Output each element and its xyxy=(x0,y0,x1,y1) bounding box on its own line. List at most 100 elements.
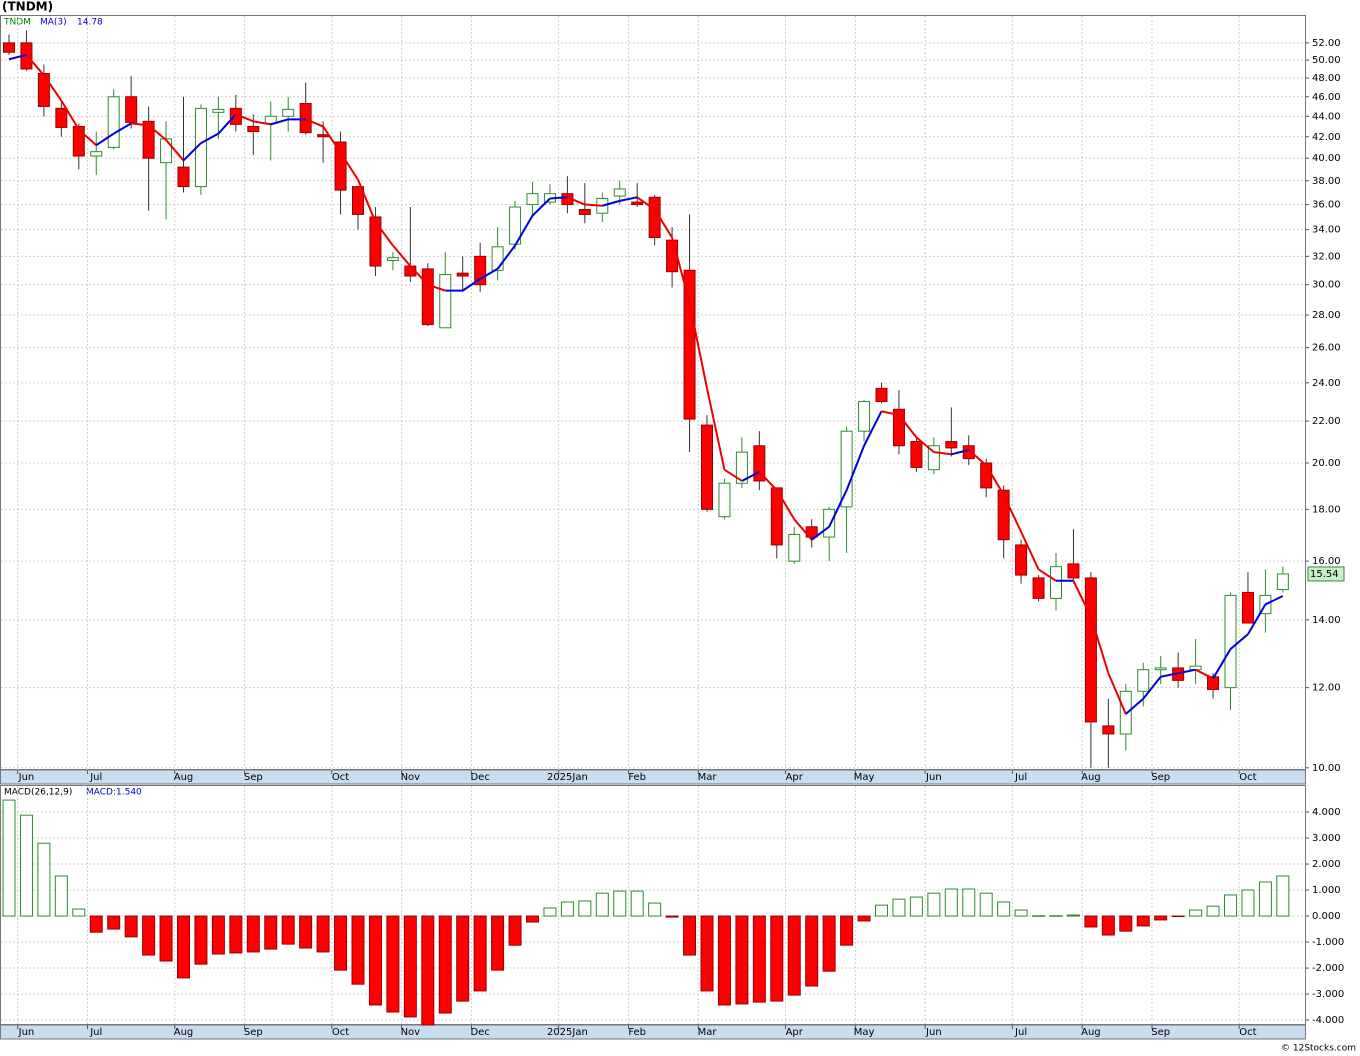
x-tick-label: Dec xyxy=(470,1027,489,1038)
macd-bar xyxy=(438,915,452,1014)
candle-body xyxy=(439,274,452,329)
ma-line xyxy=(78,128,97,146)
y-tick-label: 30.00 xyxy=(1312,280,1341,291)
candle-body xyxy=(1067,563,1080,579)
macd-value-label: MACD:1.540 xyxy=(86,788,142,798)
candle-body xyxy=(578,208,591,215)
macd-bar xyxy=(491,915,505,971)
candle-body xyxy=(1276,573,1289,591)
ma-line xyxy=(1125,698,1144,715)
macd-bar xyxy=(421,915,435,1026)
macd-bar xyxy=(107,915,121,930)
candle-body xyxy=(683,269,696,420)
x-tick-label: Feb xyxy=(628,772,646,783)
ma-line xyxy=(43,74,63,102)
chart-title: (TNDM) xyxy=(2,0,53,14)
ma-line xyxy=(253,120,271,126)
candle-body xyxy=(142,120,155,159)
macd-bar xyxy=(508,915,522,946)
macd-bar xyxy=(368,915,382,1006)
candle-body xyxy=(1102,725,1115,735)
ma-line xyxy=(217,113,237,135)
macd-bar xyxy=(1101,915,1115,936)
macd-bar xyxy=(37,842,51,917)
x-tick-label: Feb xyxy=(628,1027,646,1038)
candle-body xyxy=(945,441,958,449)
x-tick-label: Sep xyxy=(1151,1027,1170,1038)
macd-bar xyxy=(613,890,627,917)
macd-bar xyxy=(1066,914,1080,917)
candle-body xyxy=(858,401,871,432)
ma-line xyxy=(793,518,813,541)
ma-line xyxy=(235,113,254,123)
ma-line xyxy=(1038,568,1057,582)
x-tick-label: Jun xyxy=(18,772,35,783)
ma-line xyxy=(305,118,324,128)
macd-bar xyxy=(526,915,539,923)
y-tick-label: 44.00 xyxy=(1312,111,1341,122)
y-tick-label: 38.00 xyxy=(1312,176,1341,187)
x-tick-label: Aug xyxy=(1081,1027,1101,1038)
macd-bar xyxy=(246,915,260,953)
candle-body xyxy=(247,125,260,133)
macd-bar xyxy=(124,915,138,938)
y-tick-label: 18.00 xyxy=(1312,504,1341,515)
y-tick-label: 20.00 xyxy=(1312,458,1341,469)
candle-body xyxy=(299,103,312,134)
candle-body xyxy=(37,72,50,107)
x-tick-label: Oct xyxy=(332,1027,349,1038)
y-tick-label: 32.00 xyxy=(1312,251,1341,262)
x-tick-label: May xyxy=(854,772,875,783)
y-tick-label: 28.00 xyxy=(1312,310,1341,321)
ma-line xyxy=(1247,603,1267,635)
x-axis-band xyxy=(0,1024,1306,1040)
candle-body xyxy=(613,188,626,197)
macd-bar xyxy=(142,915,156,956)
macd-bar xyxy=(805,915,819,987)
y-tick-label: 24.00 xyxy=(1312,378,1341,389)
ma-legend: MA(3) xyxy=(40,18,67,28)
candle-body xyxy=(1137,669,1150,692)
ma-line xyxy=(357,179,377,223)
candle-body xyxy=(456,272,469,277)
x-tick-label: Apr xyxy=(786,772,804,783)
ma-line xyxy=(462,278,481,292)
candle-body xyxy=(160,138,173,164)
ma-line xyxy=(584,203,603,207)
symbol-label: TNDM xyxy=(3,18,31,28)
candle-body xyxy=(718,482,731,518)
y-tick-label: 50.00 xyxy=(1312,55,1341,66)
macd-bar xyxy=(386,915,400,1013)
candle-body xyxy=(910,441,923,468)
ma-line xyxy=(758,471,778,491)
candle-body xyxy=(753,445,766,482)
candle-body xyxy=(666,239,679,273)
last-price-box xyxy=(1307,566,1345,582)
candle-body xyxy=(282,108,295,117)
y-tick-label: 34.00 xyxy=(1312,225,1341,236)
ma-line xyxy=(339,152,359,181)
macd-bar xyxy=(595,892,609,917)
ma-line xyxy=(392,244,412,267)
candle-body xyxy=(1032,577,1045,599)
ma-line xyxy=(60,100,80,131)
y-tick-label: 1.000 xyxy=(1312,885,1341,896)
y-tick-label: 26.00 xyxy=(1312,343,1341,354)
y-tick-label: -4.000 xyxy=(1312,1015,1344,1026)
candle-body xyxy=(735,451,748,484)
x-tick-label: Apr xyxy=(786,1027,804,1038)
ma-value-label: 14.78 xyxy=(77,18,103,28)
x-tick-label: Aug xyxy=(1081,772,1101,783)
macd-bar xyxy=(229,915,243,954)
candle-body xyxy=(369,216,382,267)
ma-line xyxy=(1002,494,1023,533)
x-tick-label: Oct xyxy=(1239,1027,1256,1038)
macd-bar xyxy=(177,915,190,979)
ma-line xyxy=(200,132,219,144)
x-tick-label: Jun xyxy=(925,772,942,783)
candle-body xyxy=(1189,665,1202,671)
ma-line xyxy=(688,302,708,389)
macd-bar xyxy=(543,907,557,917)
ma-line xyxy=(1020,531,1040,570)
y-tick-label: -2.000 xyxy=(1312,963,1344,974)
